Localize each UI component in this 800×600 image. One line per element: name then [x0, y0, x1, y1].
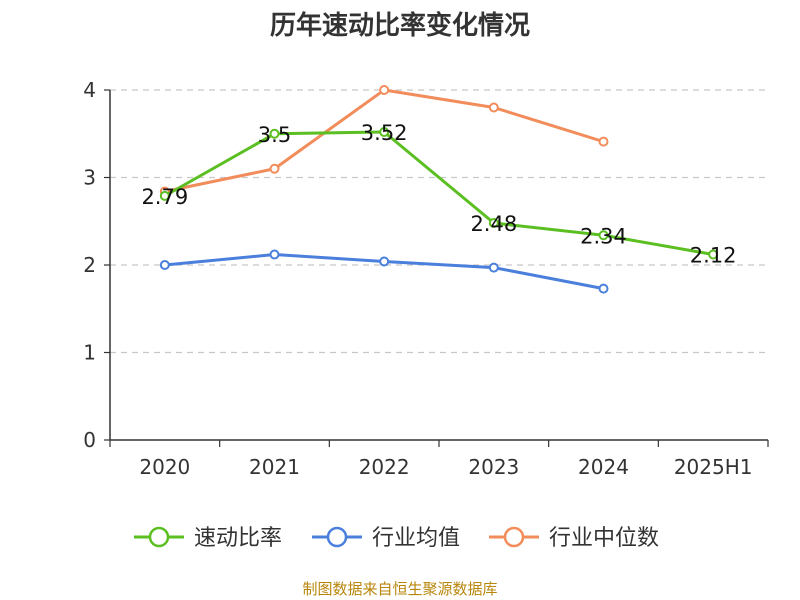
data-point[interactable]	[159, 260, 170, 270]
data-point[interactable]	[159, 190, 170, 201]
x-tick-label: 2021	[249, 455, 300, 479]
y-tick-label: 3	[83, 166, 96, 190]
data-point[interactable]	[488, 218, 499, 228]
series-2	[159, 85, 609, 197]
data-point[interactable]	[708, 249, 719, 260]
data-point[interactable]	[598, 136, 609, 147]
y-tick-label: 4	[83, 78, 96, 102]
x-tick-label: 2023	[468, 455, 519, 479]
chart-title: 历年速动比率变化情况	[270, 10, 530, 41]
series-1	[159, 249, 609, 294]
source-note: 制图数据来自恒生聚源数据库	[302, 580, 497, 598]
y-tick-label: 1	[83, 341, 96, 365]
y-tick-label: 0	[83, 428, 96, 452]
data-point[interactable]	[488, 262, 499, 273]
data-label: 3.52	[361, 121, 408, 145]
data-point[interactable]	[379, 127, 390, 137]
series-line	[164, 130, 714, 256]
legend-marker-icon	[326, 526, 348, 548]
legend-marker-icon	[148, 526, 170, 548]
legend-label: 行业中位数	[549, 526, 659, 551]
data-point[interactable]	[598, 230, 609, 241]
legend-item[interactable]: 行业均值	[312, 526, 460, 551]
series-lines	[159, 85, 719, 294]
data-label: 2.48	[470, 212, 517, 236]
x-tick-label: 2022	[359, 455, 410, 479]
data-label: 2.12	[690, 244, 737, 268]
legend-item[interactable]: 行业中位数	[489, 526, 659, 551]
legend-marker-icon	[503, 526, 525, 548]
x-tick-label: 2020	[139, 455, 190, 479]
data-point[interactable]	[598, 283, 609, 294]
data-point[interactable]	[269, 249, 280, 260]
grid-lines	[110, 89, 768, 354]
series-0	[159, 127, 719, 260]
x-tick-label: 2025H1	[674, 455, 753, 479]
legend-label: 速动比率	[194, 526, 282, 551]
x-tick-labels: 2020 2021 2022 2023 2024 2025H1	[109, 440, 769, 479]
legend[interactable]: 速动比率 行业均值 行业中位数	[134, 526, 659, 551]
data-point[interactable]	[269, 128, 280, 139]
data-label: 2.34	[580, 224, 627, 248]
data-label: 3.5	[258, 123, 291, 147]
legend-label: 行业均值	[372, 526, 460, 551]
y-tick-label: 2	[83, 253, 96, 277]
legend-item[interactable]: 速动比率	[134, 526, 282, 551]
data-point[interactable]	[379, 85, 390, 95]
x-tick-label: 2024	[578, 455, 629, 479]
data-point[interactable]	[379, 256, 390, 267]
data-point[interactable]	[269, 163, 280, 174]
data-labels: 2.79 3.5 3.52 2.48 2.34 2.12	[141, 121, 736, 268]
data-label: 2.79	[141, 185, 188, 209]
y-tick-labels: 0 1 2 3 4	[83, 78, 110, 452]
data-point[interactable]	[488, 102, 499, 113]
